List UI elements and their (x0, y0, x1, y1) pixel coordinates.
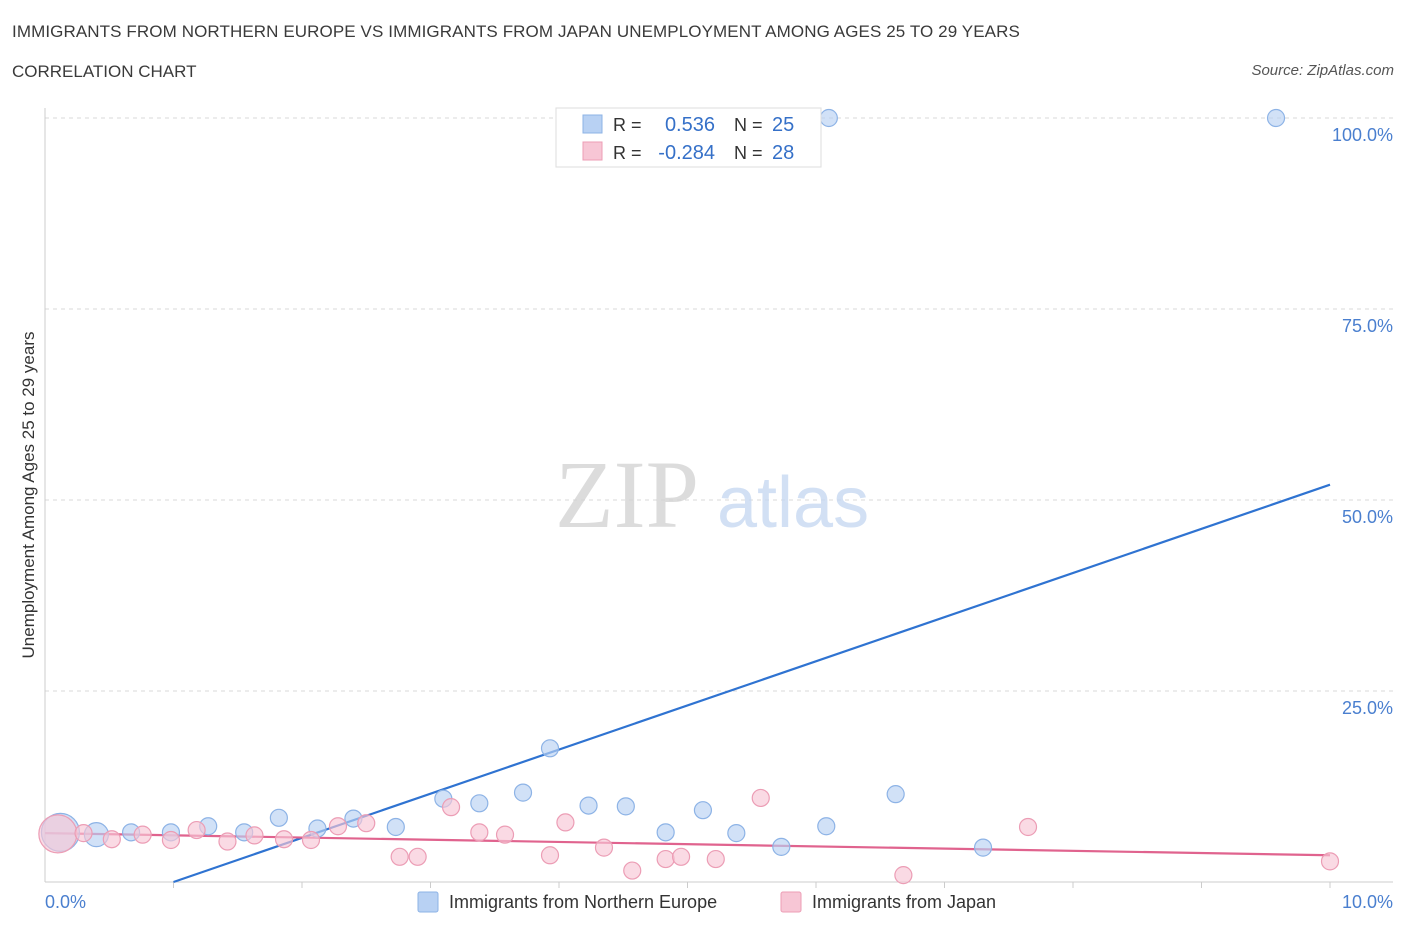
point-japan-12 (390, 847, 409, 866)
point-japan-22 (671, 847, 691, 866)
point-japan-14 (441, 798, 461, 817)
point-japan-27 (1320, 852, 1340, 871)
point-northern-europe-12 (513, 783, 533, 802)
point-northern-europe-9 (386, 817, 405, 837)
point-northern-europe-16 (656, 823, 675, 842)
stats-n-label-pink: N = (734, 143, 763, 163)
stats-r-label-blue: R = (613, 115, 642, 135)
point-japan-0 (38, 814, 78, 854)
point-northern-europe-13 (540, 739, 560, 758)
chart-title: IMMIGRANTS FROM NORTHERN EUROPE VS IMMIG… (12, 22, 1020, 41)
point-japan-9 (301, 830, 321, 850)
watermark: ZIP atlas (555, 441, 869, 548)
y-tick-label-0: 100.0% (1332, 125, 1393, 145)
point-japan-11 (357, 814, 376, 833)
point-northern-europe-22 (886, 785, 905, 804)
stats-r-label-pink: R = (613, 143, 642, 163)
y-tick-label-2: 50.0% (1342, 507, 1393, 527)
point-japan-7 (245, 826, 264, 845)
point-northern-europe-18 (727, 824, 746, 843)
point-japan-3 (133, 825, 152, 844)
point-japan-5 (187, 820, 206, 840)
watermark-atlas: atlas (717, 463, 869, 543)
y-tick-label-3: 25.0% (1342, 698, 1393, 718)
point-japan-24 (751, 788, 770, 808)
stats-r-value-blue: 0.536 (665, 114, 715, 136)
watermark-zip: ZIP (555, 441, 699, 548)
chart-subtitle: CORRELATION CHART (12, 62, 197, 81)
point-northern-europe-11 (470, 794, 489, 813)
point-northern-europe-17 (693, 801, 713, 820)
point-northern-europe-21 (819, 108, 838, 128)
stats-swatch-pink (582, 141, 603, 161)
point-japan-19 (594, 838, 614, 857)
point-japan-13 (408, 847, 427, 866)
point-japan-2 (102, 830, 121, 849)
y-tick-label-1: 75.0% (1342, 316, 1393, 336)
point-layer (38, 108, 1340, 885)
stats-n-label-blue: N = (734, 115, 763, 135)
stats-r-value-pink: -0.284 (658, 142, 715, 164)
legend-label-northern-europe: Immigrants from Northern Europe (449, 892, 717, 912)
point-northern-europe-15 (616, 797, 635, 816)
point-japan-18 (556, 813, 575, 832)
legend-swatch-blue (417, 891, 439, 913)
stats-swatch-blue (582, 114, 603, 134)
legend-label-japan: Immigrants from Japan (812, 892, 996, 912)
point-northern-europe-14 (579, 796, 598, 815)
point-japan-4 (161, 830, 181, 850)
source-credit: Source: ZipAtlas.com (1251, 62, 1394, 79)
point-japan-16 (495, 825, 515, 844)
legend-swatch-pink (780, 891, 802, 913)
point-northern-europe-24 (1266, 108, 1286, 128)
point-japan-8 (274, 830, 294, 849)
point-japan-20 (623, 861, 642, 880)
stats-n-value-blue: 25 (772, 114, 794, 136)
point-japan-21 (656, 849, 675, 869)
point-japan-6 (218, 832, 237, 851)
stats-box: R = 0.536 N = 25 R = -0.284 N = 28 (555, 107, 822, 168)
point-japan-1 (74, 824, 93, 843)
point-japan-17 (540, 846, 560, 865)
stats-n-value-pink: 28 (772, 142, 794, 164)
y-axis-label: Unemployment Among Ages 25 to 29 years (19, 332, 38, 659)
point-japan-26 (1018, 817, 1038, 837)
axis-layer: 100.0% 75.0% 50.0% 25.0% (44, 108, 1393, 888)
point-northern-europe-19 (772, 837, 791, 856)
point-japan-25 (894, 866, 913, 885)
legend: Immigrants from Northern Europe Immigran… (417, 891, 996, 913)
point-japan-23 (706, 849, 725, 869)
point-northern-europe-20 (817, 817, 836, 836)
x-tick-label-max: 10.0% (1342, 892, 1393, 912)
point-northern-europe-23 (973, 838, 993, 857)
grid-layer (45, 117, 1393, 692)
x-tick-label-min: 0.0% (45, 892, 86, 912)
point-japan-10 (328, 817, 348, 836)
point-japan-15 (470, 823, 489, 842)
point-northern-europe-6 (269, 808, 288, 827)
